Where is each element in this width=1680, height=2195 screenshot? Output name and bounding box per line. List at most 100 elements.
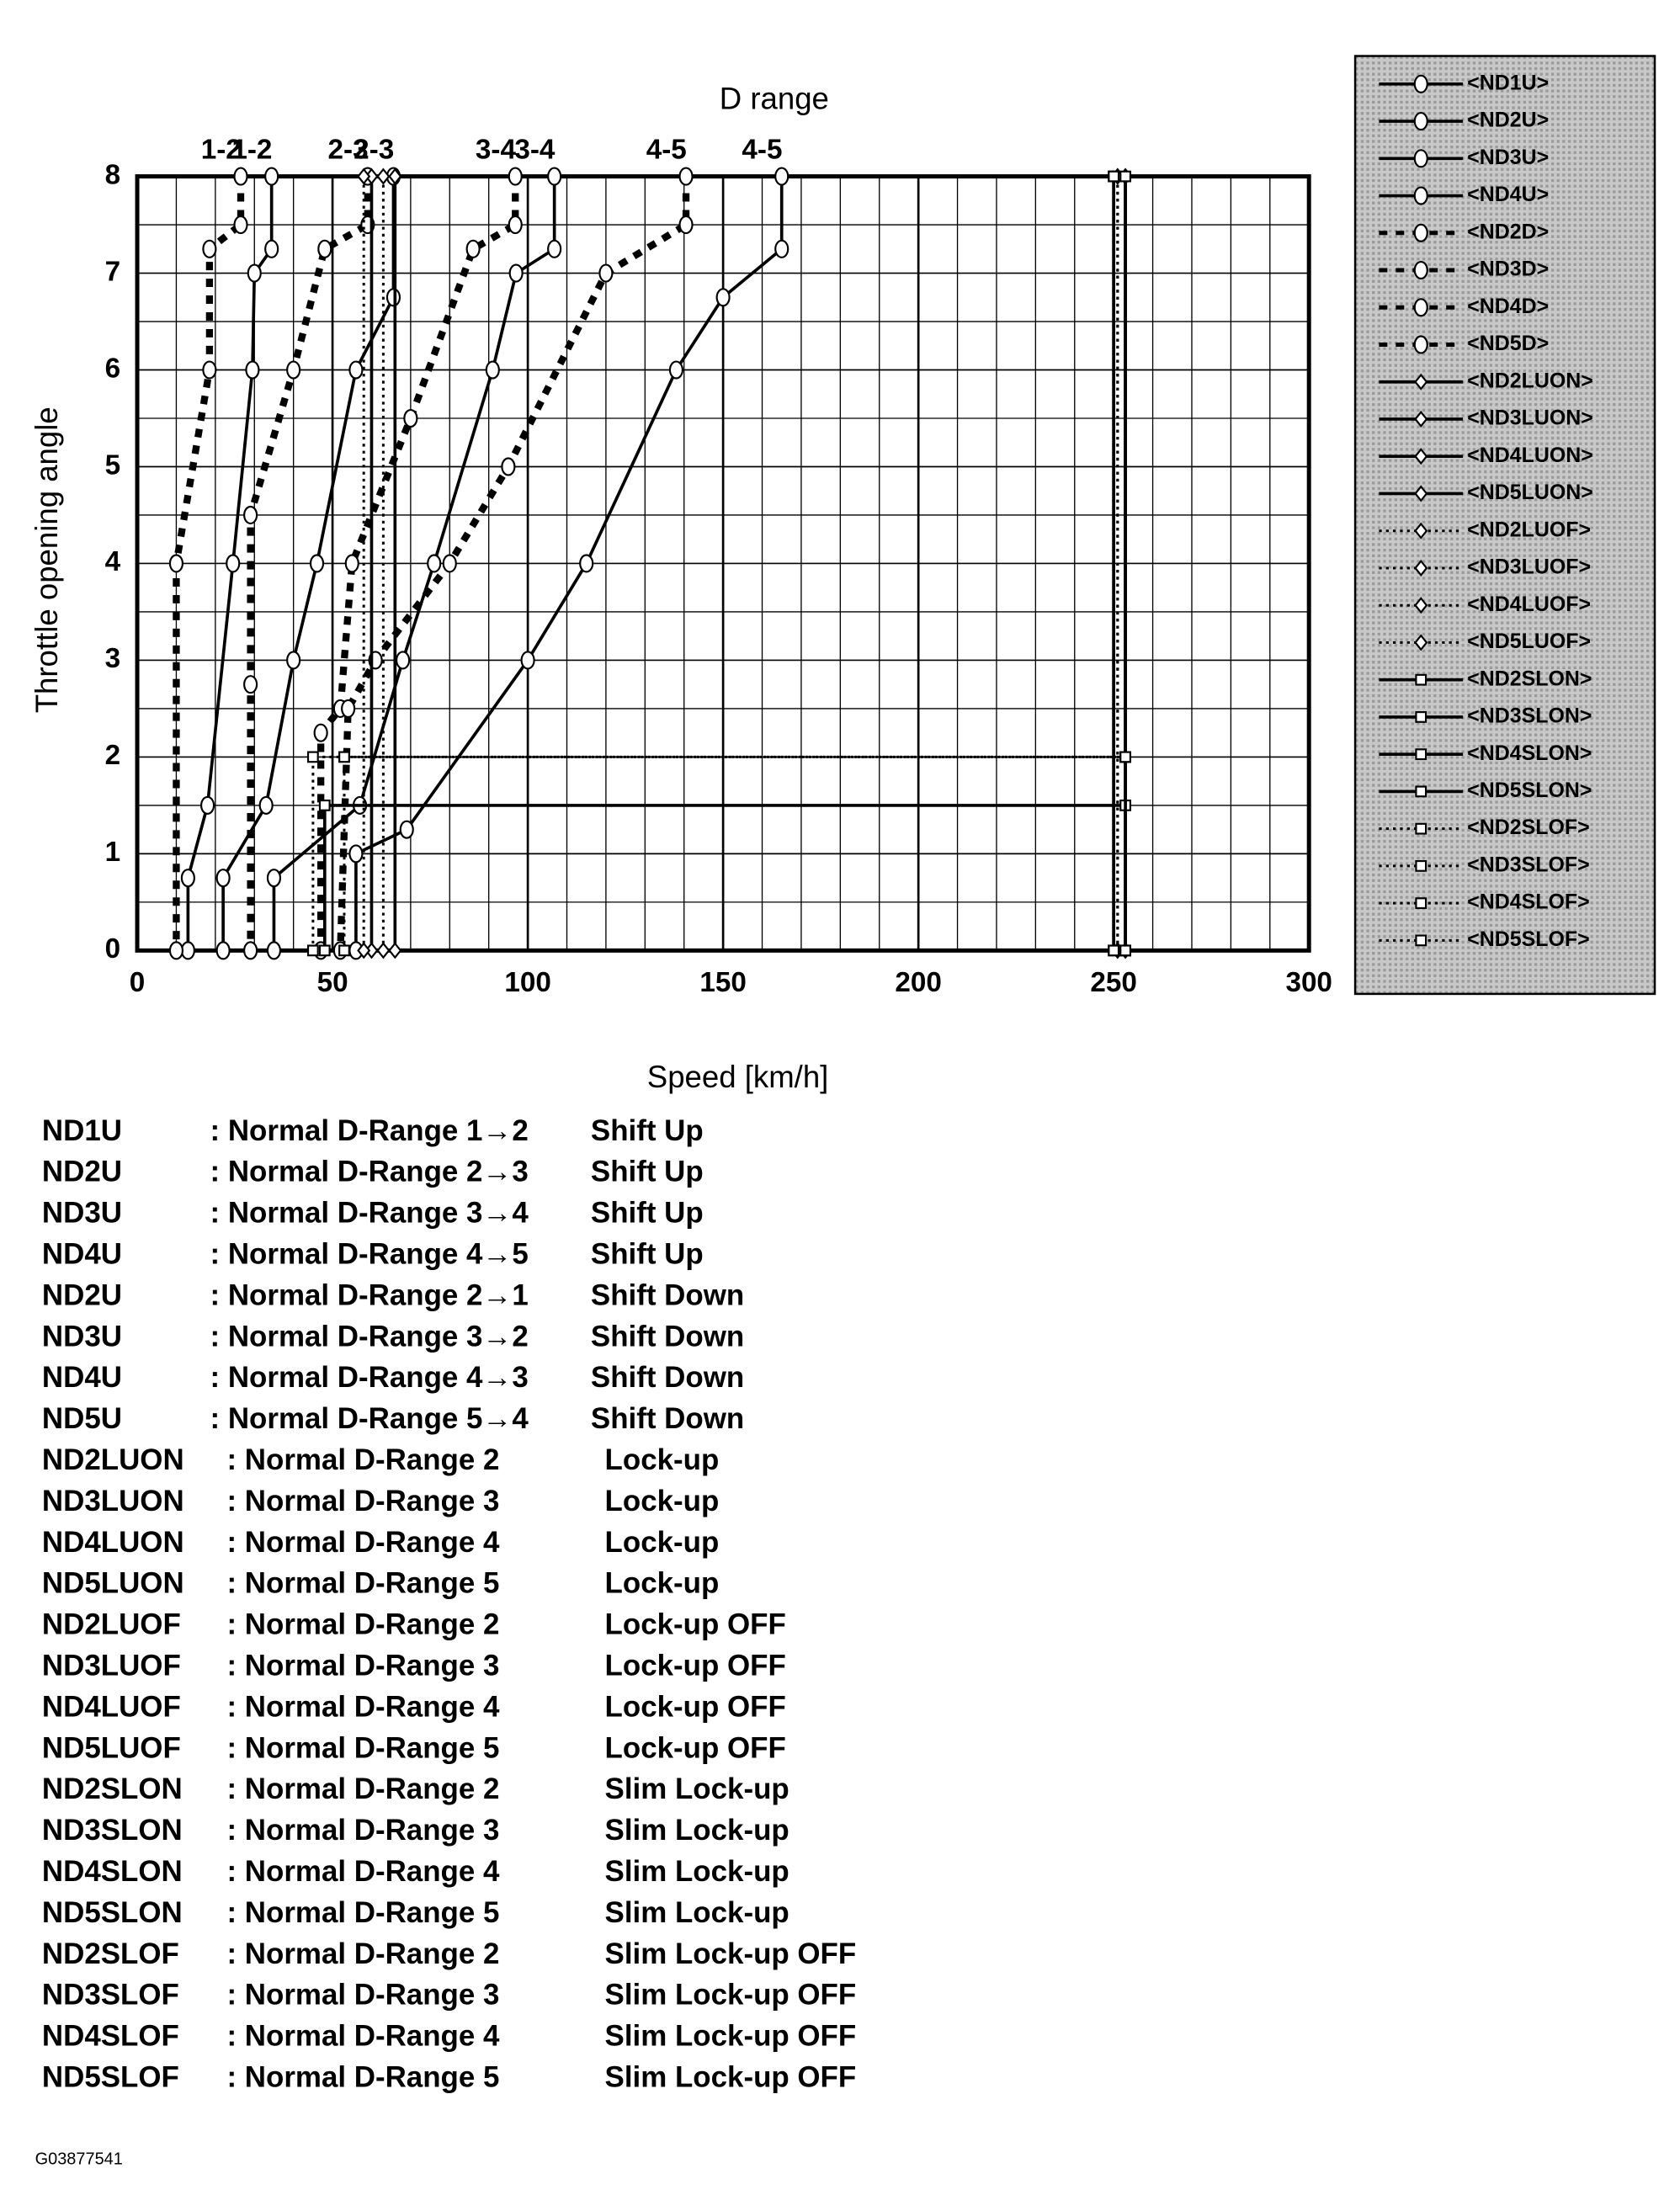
definition-desc: : Normal D-Range 3→2: [210, 1320, 529, 1353]
x-tick-label: 100: [504, 967, 550, 998]
marker: [1413, 186, 1428, 205]
definition-desc: : Normal D-Range 4: [226, 1855, 499, 1888]
y-tick-label: 7: [105, 256, 120, 287]
legend-label: <ND5LUON>: [1467, 481, 1593, 504]
marker: [286, 360, 301, 380]
legend-label: <ND2SLON>: [1467, 667, 1592, 690]
marker: [1108, 944, 1120, 957]
x-tick-label: 150: [699, 967, 746, 998]
legend-label: <ND3SLON>: [1467, 704, 1592, 728]
marker: [180, 941, 195, 960]
x-tick-label: 0: [130, 967, 146, 998]
legend-label: <ND3U>: [1467, 146, 1549, 169]
marker: [547, 239, 562, 258]
series-line: [322, 804, 1126, 951]
marker: [598, 263, 614, 283]
marker: [1415, 711, 1427, 723]
marker: [1415, 897, 1427, 910]
definition-action: Shift Up: [591, 1156, 704, 1188]
series-line: [311, 755, 1126, 951]
marker: [678, 167, 694, 186]
marker: [1414, 559, 1428, 577]
definition-code: ND5LUOF: [42, 1731, 181, 1764]
legend-label: <ND2U>: [1467, 109, 1549, 132]
shift-annotation: 3-4: [514, 134, 556, 165]
definition-desc: : Normal D-Range 2: [226, 1937, 499, 1970]
definition-code: ND4U: [42, 1238, 122, 1271]
definition-code: ND4SLOF: [42, 2020, 179, 2053]
marker: [1414, 448, 1428, 465]
marker: [579, 554, 594, 573]
shift-annotation: 1-2: [201, 134, 242, 165]
marker: [1413, 335, 1428, 354]
definition-desc: : Normal D-Range 4→5: [210, 1238, 529, 1271]
definition-desc: : Normal D-Range 3: [226, 1814, 499, 1847]
marker: [309, 554, 325, 573]
marker: [348, 360, 364, 380]
marker: [344, 554, 359, 573]
marker: [338, 751, 350, 763]
definition-desc: : Normal D-Range 1→2: [210, 1114, 529, 1147]
shift-annotation: 3-4: [476, 134, 517, 165]
marker: [508, 167, 523, 186]
marker: [264, 167, 279, 186]
definition-desc: : Normal D-Range 4→3: [210, 1361, 529, 1394]
definition-desc: : Normal D-Range 2: [226, 1443, 499, 1476]
definition-desc: : Normal D-Range 2→1: [210, 1278, 529, 1311]
y-tick-label: 8: [105, 159, 120, 190]
definition-desc: : Normal D-Range 5: [226, 1896, 499, 1929]
y-tick-label: 5: [105, 449, 120, 481]
marker: [215, 869, 231, 888]
definition-code: ND5SLOF: [42, 2061, 179, 2094]
definition-desc: : Normal D-Range 2→3: [210, 1156, 529, 1188]
legend-label: <ND1U>: [1467, 71, 1549, 94]
definition-desc: : Normal D-Range 3→4: [210, 1197, 529, 1230]
definition-action: Shift Up: [591, 1197, 704, 1230]
definition-desc: : Normal D-Range 5: [226, 2061, 499, 2094]
definition-code: ND4LUON: [42, 1526, 184, 1559]
definition-code: ND3SLOF: [42, 1979, 179, 2012]
definition-code: ND5U: [42, 1402, 122, 1435]
legend-label: <ND2LUON>: [1467, 369, 1593, 392]
definition-code: ND2LUON: [42, 1443, 184, 1476]
marker: [388, 942, 402, 959]
marker: [403, 408, 418, 428]
y-tick-label: 0: [105, 933, 120, 965]
marker: [376, 167, 391, 185]
marker: [678, 215, 694, 235]
y-tick-label: 3: [105, 643, 120, 674]
marker: [313, 723, 328, 742]
definition-code: ND5SLON: [42, 1896, 183, 1929]
marker: [396, 651, 411, 670]
marker: [1413, 149, 1428, 168]
definition-desc: : Normal D-Range 3: [226, 1979, 499, 2012]
legend-label: <ND3LUON>: [1467, 407, 1593, 430]
marker: [668, 360, 683, 380]
marker: [266, 941, 282, 960]
marker: [233, 167, 248, 186]
marker: [1415, 859, 1427, 872]
marker: [465, 239, 481, 258]
definition-desc: : Normal D-Range 3: [226, 1485, 499, 1517]
marker: [1415, 822, 1427, 835]
marker: [520, 651, 535, 670]
definition-desc: : Normal D-Range 5: [226, 1567, 499, 1600]
shift-annotation: 2-3: [328, 134, 369, 165]
figure-id: G03877541: [35, 2150, 123, 2169]
definition-action: Lock-up OFF: [605, 1690, 786, 1723]
definition-action: Lock-up: [605, 1526, 720, 1559]
marker: [357, 942, 371, 959]
series-line: [343, 755, 1126, 951]
marker: [485, 360, 500, 380]
legend-label: <ND3D>: [1467, 258, 1549, 281]
definition-action: Lock-up: [605, 1443, 720, 1476]
legend-label: <ND5SLOF>: [1467, 927, 1590, 951]
y-tick-label: 1: [105, 837, 120, 868]
marker: [338, 944, 350, 957]
shift-annotation: 4-5: [646, 134, 687, 165]
chart-title: D range: [720, 81, 829, 115]
x-tick-label: 200: [895, 967, 941, 998]
marker: [243, 505, 258, 525]
shift-annotation: 4-5: [742, 134, 782, 165]
